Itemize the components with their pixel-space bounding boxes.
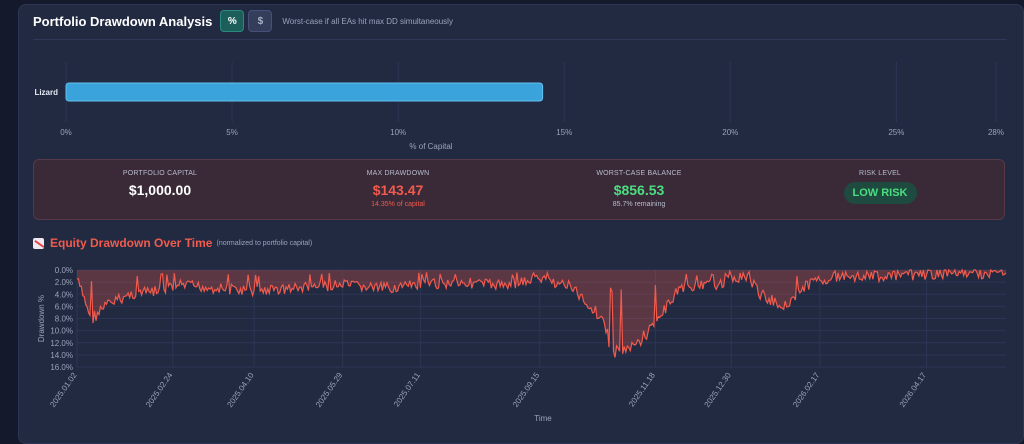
eq-x-tick-label: 2025.02.24 <box>144 371 175 409</box>
eq-y-tick-label: 14.0% <box>50 351 73 360</box>
bar-x-tick-label: 0% <box>60 128 72 137</box>
eq-y-tick-label: 16.0% <box>50 363 73 372</box>
eq-y-tick-label: 2.0% <box>55 278 73 287</box>
stat-risk-label: RISK LEVEL <box>858 170 902 177</box>
eq-x-axis-title: Time <box>534 414 552 423</box>
eq-x-tick-label: 2025.01.02 <box>48 371 79 409</box>
percent-toggle-button[interactable]: % <box>220 10 245 32</box>
stat-max-drawdown: MAX DRAWDOWN $143.47 14.35% of capital <box>298 170 498 208</box>
stat-capital-value: $1,000.00 <box>128 182 192 198</box>
ea-drawdown-bar-chart: 0% 5% 10% 15% 20% 25% 28% % of Capital Lizard <box>34 62 1004 151</box>
bar-category-label: Lizard <box>34 88 58 97</box>
bar-lizard <box>65 82 544 102</box>
bar-x-tick-label: 20% <box>722 128 738 137</box>
eq-y-tick-label: 8.0% <box>55 315 73 324</box>
stat-worst-case: WORST-CASE BALANCE $856.53 85.7% remaini… <box>539 170 739 208</box>
bar-x-tick-label: 5% <box>226 128 238 137</box>
drawdown-panel <box>18 4 1024 444</box>
stat-maxdd-label: MAX DRAWDOWN <box>366 170 430 177</box>
stats-strip: PORTFOLIO CAPITAL $1,000.00 MAX DRAWDOWN… <box>33 159 1005 220</box>
eq-y-tick-label: 6.0% <box>55 302 73 311</box>
eq-y-tick-label: 12.0% <box>50 339 73 348</box>
equity-title: Equity Drawdown Over Time <box>50 236 213 250</box>
eq-x-tick-label: 2025.09.15 <box>511 371 542 409</box>
stat-capital-label: PORTFOLIO CAPITAL <box>122 170 198 177</box>
drawdown-line <box>76 268 1007 358</box>
eq-x-tick-label: 2025.04.10 <box>225 371 256 409</box>
bar-x-tick-label: 15% <box>556 128 572 137</box>
stat-capital: PORTFOLIO CAPITAL $1,000.00 <box>60 170 260 198</box>
header-divider <box>33 39 1007 40</box>
eq-y-tick-label: 0.0% <box>55 266 73 275</box>
eq-x-tick-label: 2025.11.18 <box>627 371 657 409</box>
panel-header: Portfolio Drawdown Analysis % $ Worst-ca… <box>33 10 453 32</box>
bar-x-tick-label: 10% <box>390 128 406 137</box>
page-title: Portfolio Drawdown Analysis <box>33 13 213 29</box>
stat-worst-value: $856.53 <box>613 182 665 198</box>
stat-maxdd-sub: 14.35% of capital <box>371 201 425 208</box>
bar-x-tick-label: 25% <box>888 128 904 137</box>
stat-worst-label: WORST-CASE BALANCE <box>596 170 682 177</box>
eq-x-tick-label: 2025.12.30 <box>703 371 734 409</box>
risk-level-badge: LOW RISK <box>843 182 917 204</box>
eq-y-tick-label: 4.0% <box>55 290 73 299</box>
stat-worst-sub: 85.7% remaining <box>612 201 666 208</box>
chart-down-icon <box>33 237 44 249</box>
drawdown-area <box>77 270 1006 358</box>
equity-header: Equity Drawdown Over Time (normalized to… <box>33 236 312 250</box>
eq-y-axis-title: Drawdown % <box>37 295 46 342</box>
equity-subtitle: (normalized to portfolio capital) <box>216 239 313 247</box>
stat-maxdd-value: $143.47 <box>372 182 424 198</box>
header-note: Worst-case if all EAs hit max DD simulta… <box>282 16 453 26</box>
bar-x-tick-label: 28% <box>988 128 1004 137</box>
eq-x-tick-label: 2025.07.11 <box>392 371 422 409</box>
stat-risk: RISK LEVEL LOW RISK <box>780 170 980 204</box>
dollar-toggle-button[interactable]: $ <box>248 10 273 32</box>
eq-x-tick-label: 2026.04.17 <box>898 371 929 409</box>
bar-x-axis-title: % of Capital <box>409 142 452 151</box>
eq-x-tick-label: 2026.02.17 <box>791 371 822 409</box>
eq-x-tick-label: 2025.05.29 <box>314 371 345 409</box>
eq-y-tick-label: 10.0% <box>50 327 73 336</box>
